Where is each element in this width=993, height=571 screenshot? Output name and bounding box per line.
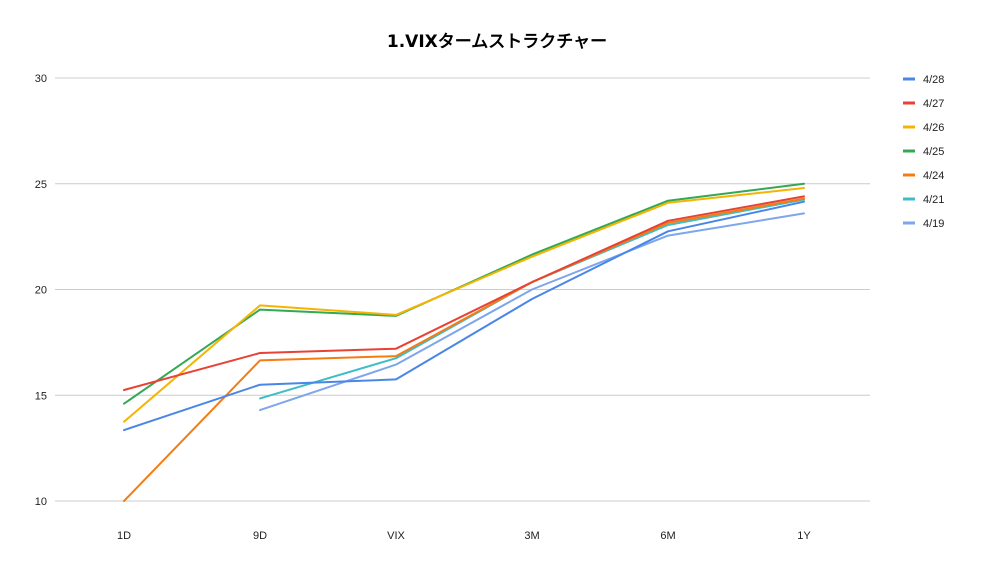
x-tick-label: 1Y <box>797 530 811 542</box>
x-tick-label: 1D <box>117 530 131 542</box>
series-line-4-26 <box>123 187 805 423</box>
legend-label: 4/24 <box>923 170 944 182</box>
legend-label: 4/28 <box>923 74 944 86</box>
chart-title: 1.VIXタームストラクチャー <box>387 32 607 52</box>
x-tick-label: 3M <box>524 530 539 542</box>
legend-label: 4/27 <box>923 98 944 110</box>
grid-lines <box>55 77 870 502</box>
y-tick-label: 15 <box>35 390 47 402</box>
y-tick-label: 10 <box>35 496 47 508</box>
y-tick-label: 25 <box>35 179 47 191</box>
legend-label: 4/26 <box>923 122 944 134</box>
legend-label: 4/21 <box>923 194 944 206</box>
legend-label: 4/19 <box>923 218 944 230</box>
series-lines <box>123 182 805 502</box>
y-tick-label: 30 <box>35 73 47 85</box>
y-tick-label: 20 <box>35 285 47 297</box>
series-line-4-27 <box>123 195 805 391</box>
series-line-4-19 <box>259 212 805 412</box>
x-tick-label: 9D <box>253 530 267 542</box>
x-axis-ticks: 1D 9D VIX 3M 6M 1Y <box>117 530 811 542</box>
y-axis-ticks: 30 25 20 15 10 <box>35 73 47 508</box>
series-line-4-24 <box>123 197 805 502</box>
series-line-4-28 <box>123 200 805 432</box>
x-tick-label: 6M <box>660 530 675 542</box>
legend: 4/28 4/27 4/26 4/25 4/24 4/21 4/19 <box>903 74 944 230</box>
legend-label: 4/25 <box>923 146 944 158</box>
x-tick-label: VIX <box>387 530 405 542</box>
